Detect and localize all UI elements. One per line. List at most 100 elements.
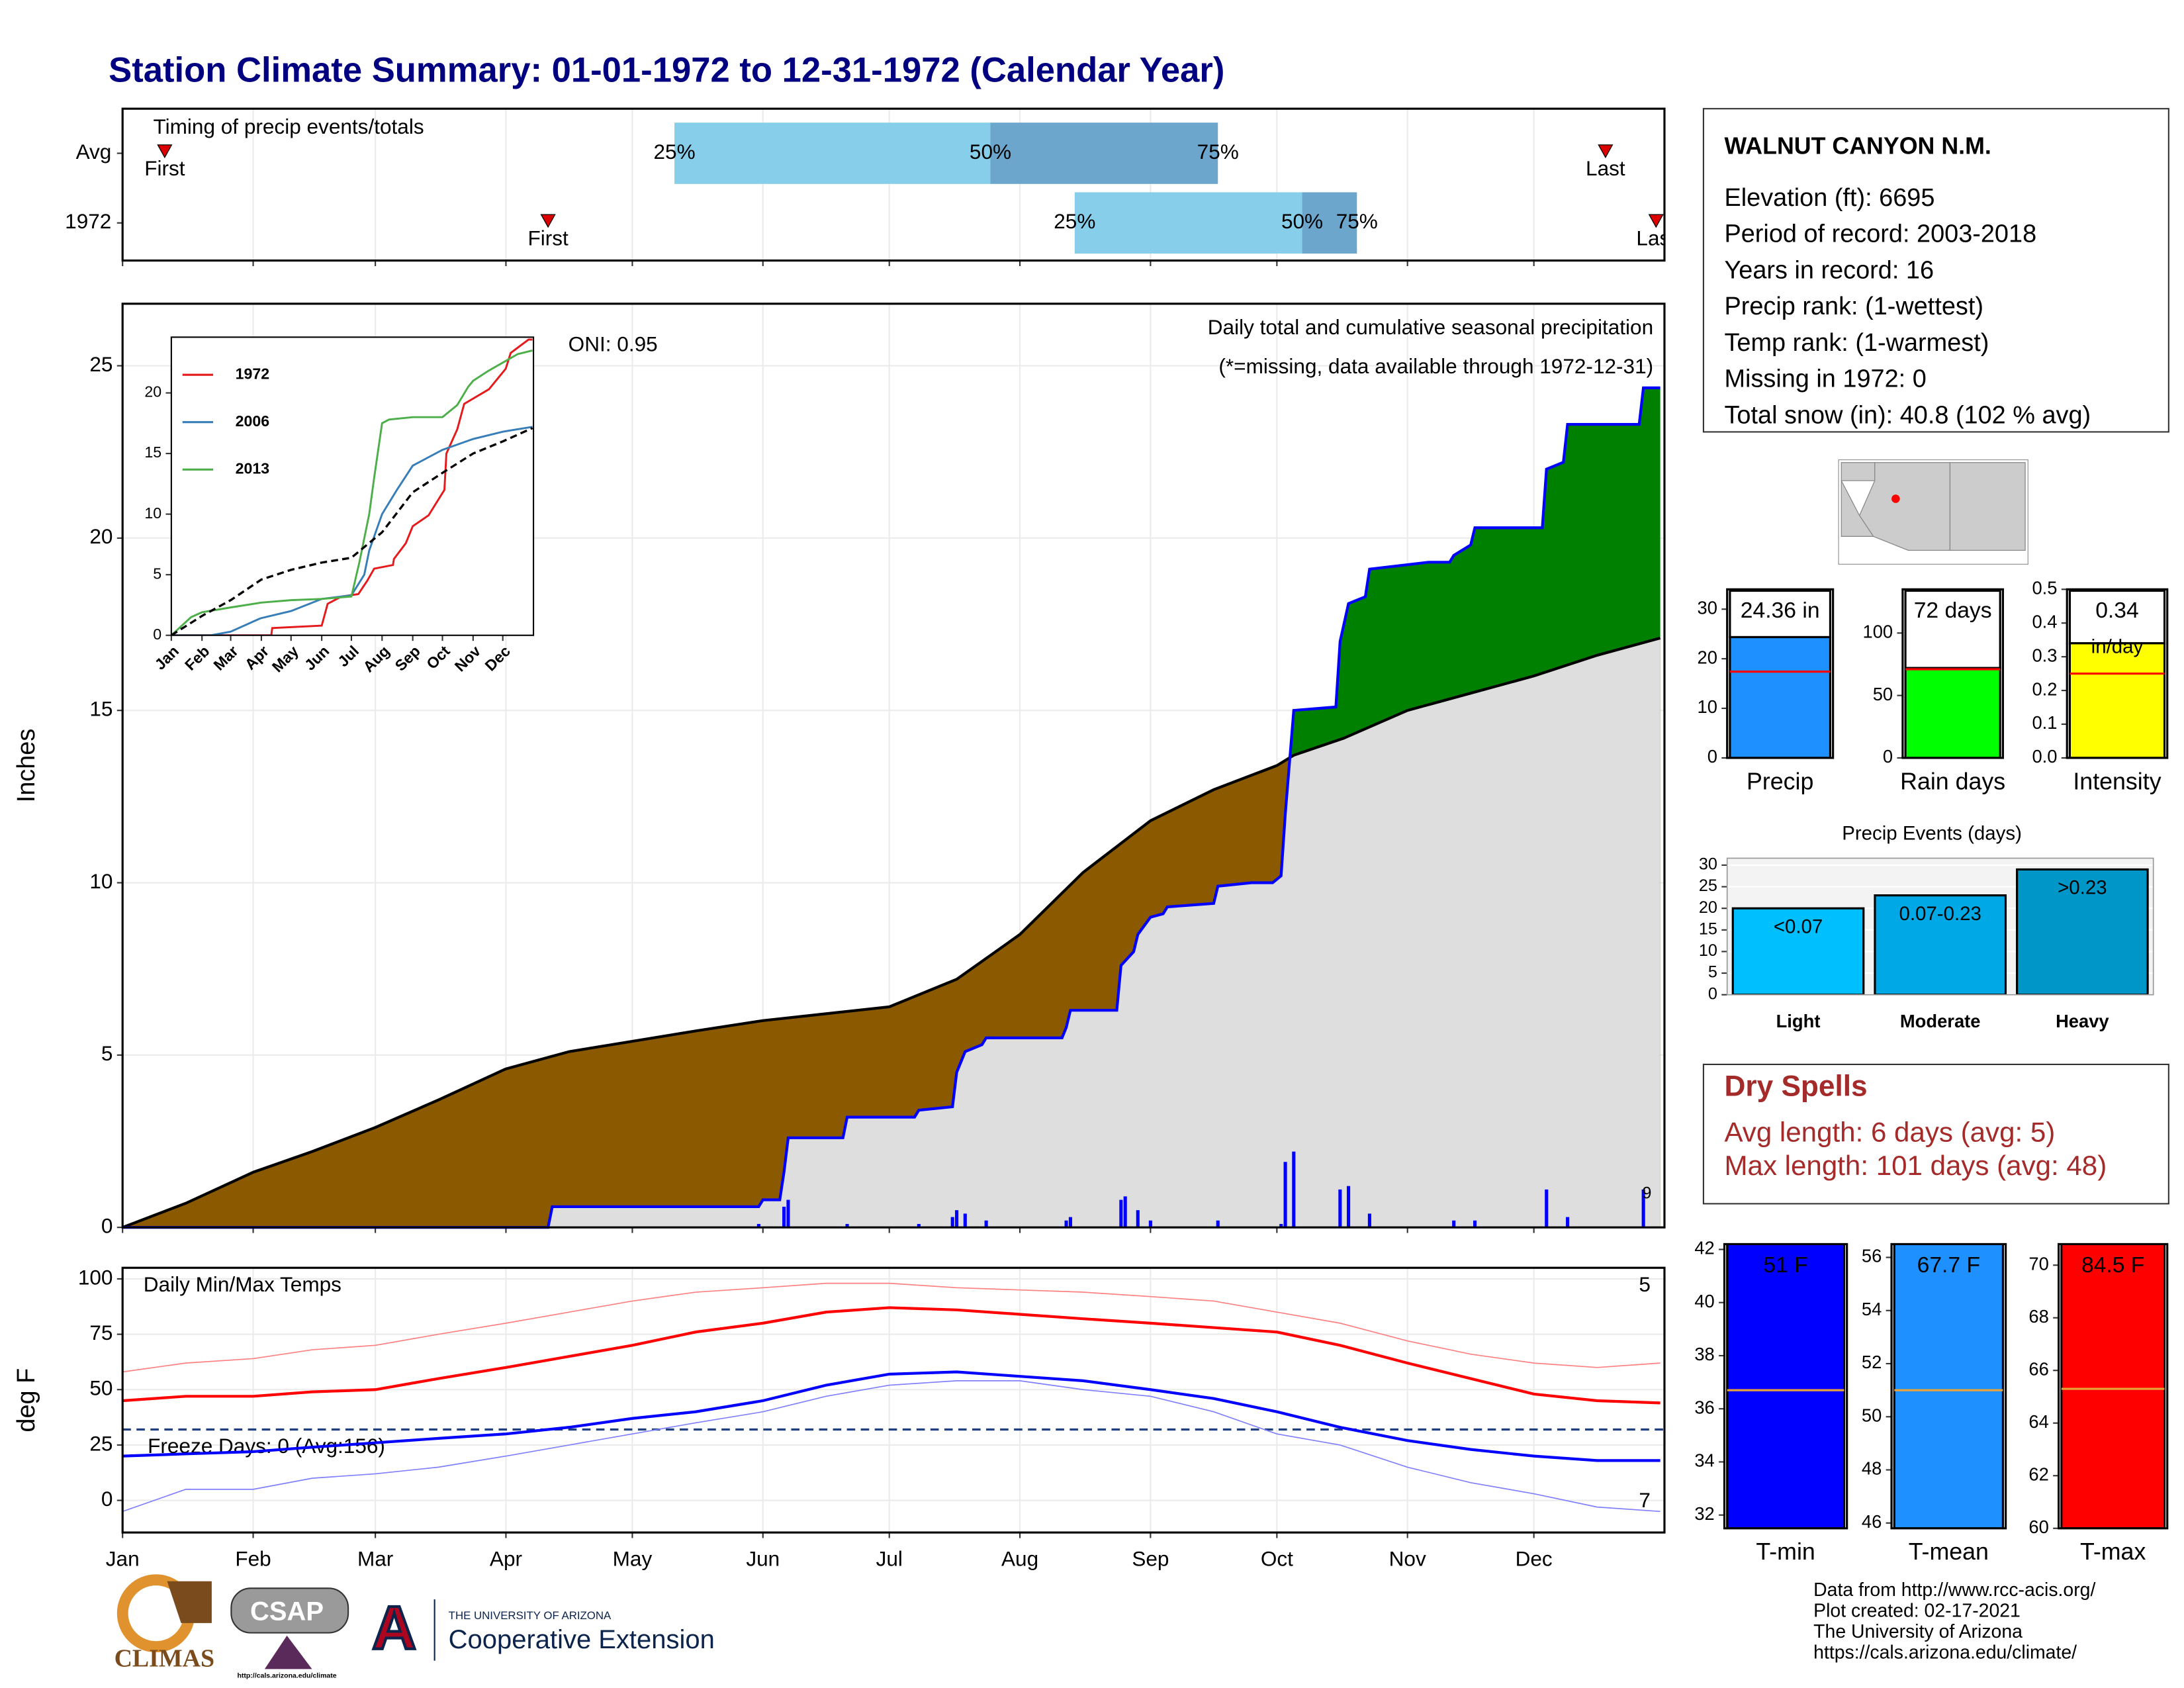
value-label: 24.36 in (1741, 598, 1820, 623)
x-tick-label: Dec (1516, 1547, 1553, 1571)
y-tick-label: 0.0 (2032, 746, 2057, 767)
average-line (122, 636, 1661, 1229)
plot-area: Freeze Days: 0 (Avg:156) (122, 1282, 1664, 1513)
y-tick-label: 40 (1694, 1291, 1714, 1311)
event-label: Last (1586, 156, 1625, 180)
series-line (122, 1282, 1661, 1373)
bar (2060, 1244, 2166, 1528)
value-label: 0.34 (2095, 598, 2139, 623)
frame (2066, 588, 2169, 759)
dry-spells-box (1702, 1063, 2169, 1205)
y-tick-label: 66 (2028, 1358, 2048, 1379)
station-box (1702, 108, 2169, 433)
event-marker (157, 144, 173, 159)
x-tick-label: May (613, 1547, 653, 1571)
ua-logo: A (372, 1593, 416, 1662)
x-tick-label: Jul (876, 1547, 903, 1571)
daily-bar (756, 1223, 760, 1228)
y-tick-label: 0.5 (2032, 577, 2057, 598)
y-tick-label: 46 (1862, 1511, 1882, 1532)
station-line: Years in record: 16 (1724, 256, 1934, 284)
daily-bar (1566, 1217, 1570, 1228)
daily-bar (1641, 1189, 1645, 1228)
daily-bar (1068, 1217, 1072, 1228)
y-tick-label: 50 (1862, 1405, 1882, 1425)
y-tick-label: 54 (1862, 1299, 1882, 1319)
quartile-bar (990, 122, 1218, 184)
frame (1890, 1243, 2007, 1530)
station-line: Precip rank: (1-wettest) (1724, 293, 1983, 320)
x-tick-label: Heavy (2056, 1011, 2109, 1031)
plot-area: <0.07 0.07-0.23 >0.23 (1731, 868, 2149, 995)
daily-bar (1064, 1220, 1068, 1228)
y-tick-label: 25 (89, 352, 113, 376)
panel (171, 337, 534, 635)
y-tick-label: 20 (1699, 898, 1717, 917)
y-tick-label: 34 (1694, 1450, 1714, 1471)
chart-subtitle: (*=missing, data available through 1972-… (1218, 354, 1653, 378)
csap-mountain (264, 1635, 312, 1669)
chart-title: Timing of precip events/totals (154, 115, 424, 138)
quartile-label: 75% (1336, 209, 1378, 233)
bar-chart: 0.0 0.1 0.2 0.3 0.4 0.5 0.34 in/day Intensity (2032, 577, 2169, 794)
value-label: >0.23 (2058, 877, 2107, 899)
plot-area: 72 days (1904, 589, 2001, 758)
daily-bar (1216, 1220, 1220, 1228)
quartile-bar (1074, 192, 1302, 254)
station-line: Elevation (ft): 6695 (1724, 184, 1934, 212)
csap-url: http://cals.arizona.edu/climate (237, 1672, 336, 1680)
frame (1726, 857, 2154, 996)
csap-logo-text: CSAP (250, 1597, 324, 1626)
page-title: Station Climate Summary: 01-01-1972 to 1… (109, 50, 1224, 89)
daily-bar (984, 1220, 988, 1228)
y-tick-label: 100 (78, 1265, 113, 1289)
y-tick-label: 10 (1699, 941, 1717, 960)
value-label: 0.07-0.23 (1899, 903, 1981, 925)
credit-line: Plot created: 02-17-2021 (1813, 1601, 2021, 1622)
plot-area: 51 F (1726, 1244, 1846, 1528)
x-tick-label: Oct (1261, 1547, 1293, 1571)
x-tick-label: Sep (1132, 1547, 1169, 1571)
y-tick-label: 25 (1699, 876, 1717, 895)
value-label: 84.5 F (2081, 1253, 2144, 1278)
daily-bar (963, 1213, 967, 1228)
corner-label: 7 (1639, 1488, 1651, 1512)
y-tick-label: 10 (144, 504, 161, 522)
label-box (2068, 589, 2166, 645)
daily-bar (1473, 1220, 1477, 1228)
bar (1726, 1244, 1846, 1528)
daily-bar (1136, 1210, 1140, 1228)
frame (121, 1266, 1666, 1534)
y-tick-label: 32 (1694, 1503, 1714, 1524)
y-tick-label: 50 (89, 1376, 113, 1400)
y-tick-label: 20 (89, 524, 113, 548)
frame (1726, 588, 1835, 759)
y-tick-label: 5 (101, 1041, 113, 1065)
y-tick-label: 38 (1694, 1344, 1714, 1364)
x-tick-label: T-max (2080, 1538, 2146, 1565)
y-tick-label: 50 (1873, 684, 1893, 704)
station-line: Total snow (in): 40.8 (102 % avg) (1724, 401, 2091, 429)
x-tick-label: Apr (490, 1547, 522, 1571)
bar-chart: 46 48 50 52 54 56 67.7 F T-mean (1862, 1243, 2007, 1565)
y-tick-label: 25 (89, 1431, 113, 1455)
y-tick-label: 10 (1698, 696, 1717, 717)
ua-big-text: Cooperative Extension (449, 1625, 715, 1654)
station-line: Temp rank: (1-warmest) (1724, 329, 1989, 357)
logos: CLIMAS CSAP http://cals.arizona.edu/clim… (114, 1574, 715, 1680)
quartile-label: 50% (970, 140, 1011, 164)
daily-bar (1545, 1189, 1549, 1228)
dry-spells-title: Dry Spells (1724, 1070, 1867, 1102)
daily-bar (1367, 1213, 1371, 1228)
y-tick-label: 36 (1694, 1397, 1714, 1417)
y-tick-label: 15 (89, 697, 113, 721)
csap-cloud (230, 1587, 349, 1634)
plot-area: 84.5 F (2060, 1244, 2166, 1528)
station-line: Period of record: 2003-2018 (1724, 220, 2036, 248)
x-tick-label: Light (1776, 1011, 1821, 1031)
cumulative-line (122, 386, 1661, 1229)
frame (121, 303, 1666, 1229)
series-line (171, 350, 533, 635)
